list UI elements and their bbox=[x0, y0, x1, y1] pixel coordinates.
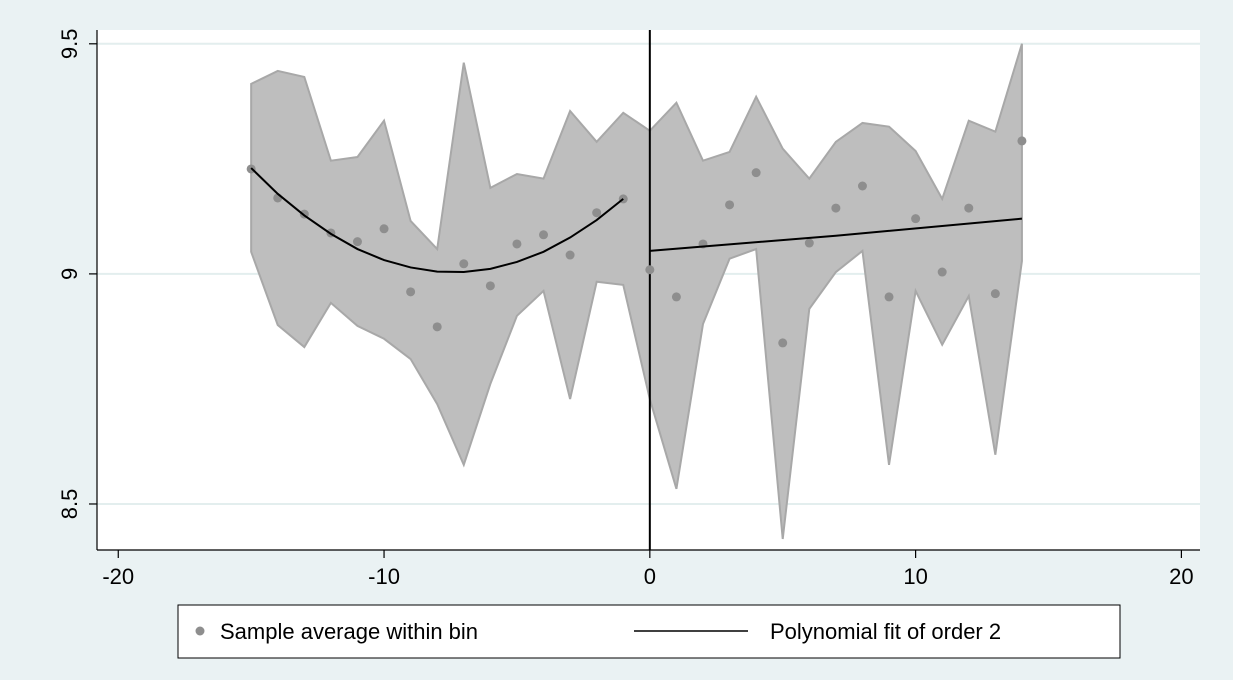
bin-average-point bbox=[831, 203, 841, 213]
bin-average-point bbox=[565, 250, 575, 260]
legend-label: Sample average within bin bbox=[220, 619, 478, 644]
bin-average-point bbox=[937, 267, 947, 277]
y-tick-label: 9 bbox=[57, 268, 82, 280]
bin-average-point bbox=[645, 265, 655, 275]
bin-average-point bbox=[352, 237, 362, 247]
legend-marker bbox=[195, 626, 205, 636]
bin-average-point bbox=[804, 238, 814, 248]
bin-average-point bbox=[512, 239, 522, 249]
bin-average-point bbox=[857, 181, 867, 191]
y-tick-label: 8.5 bbox=[57, 489, 82, 520]
bin-average-point bbox=[432, 322, 442, 332]
x-tick-label: -20 bbox=[102, 564, 134, 589]
bin-average-point bbox=[671, 292, 681, 302]
bin-average-point bbox=[592, 208, 602, 218]
bin-average-point bbox=[1017, 136, 1027, 146]
fit-line bbox=[649, 217, 1023, 252]
confidence-band bbox=[250, 43, 1023, 540]
bin-average-point bbox=[990, 289, 1000, 299]
y-tick-label: 9.5 bbox=[57, 29, 82, 60]
bin-average-point bbox=[459, 259, 469, 269]
bin-average-point bbox=[539, 230, 549, 240]
legend-label: Polynomial fit of order 2 bbox=[770, 619, 1001, 644]
bin-average-point bbox=[485, 281, 495, 291]
x-tick-label: -10 bbox=[368, 564, 400, 589]
bin-average-point bbox=[406, 287, 416, 297]
x-tick-label: 0 bbox=[644, 564, 656, 589]
bin-average-point bbox=[778, 338, 788, 348]
bin-average-point bbox=[884, 292, 894, 302]
bin-average-point bbox=[725, 200, 735, 210]
x-tick-label: 10 bbox=[903, 564, 927, 589]
bin-average-point bbox=[964, 203, 974, 213]
bin-average-point bbox=[751, 168, 761, 178]
x-tick-label: 20 bbox=[1169, 564, 1193, 589]
fit-line bbox=[250, 167, 624, 274]
bin-average-point bbox=[911, 214, 921, 224]
bin-average-point bbox=[379, 224, 389, 234]
